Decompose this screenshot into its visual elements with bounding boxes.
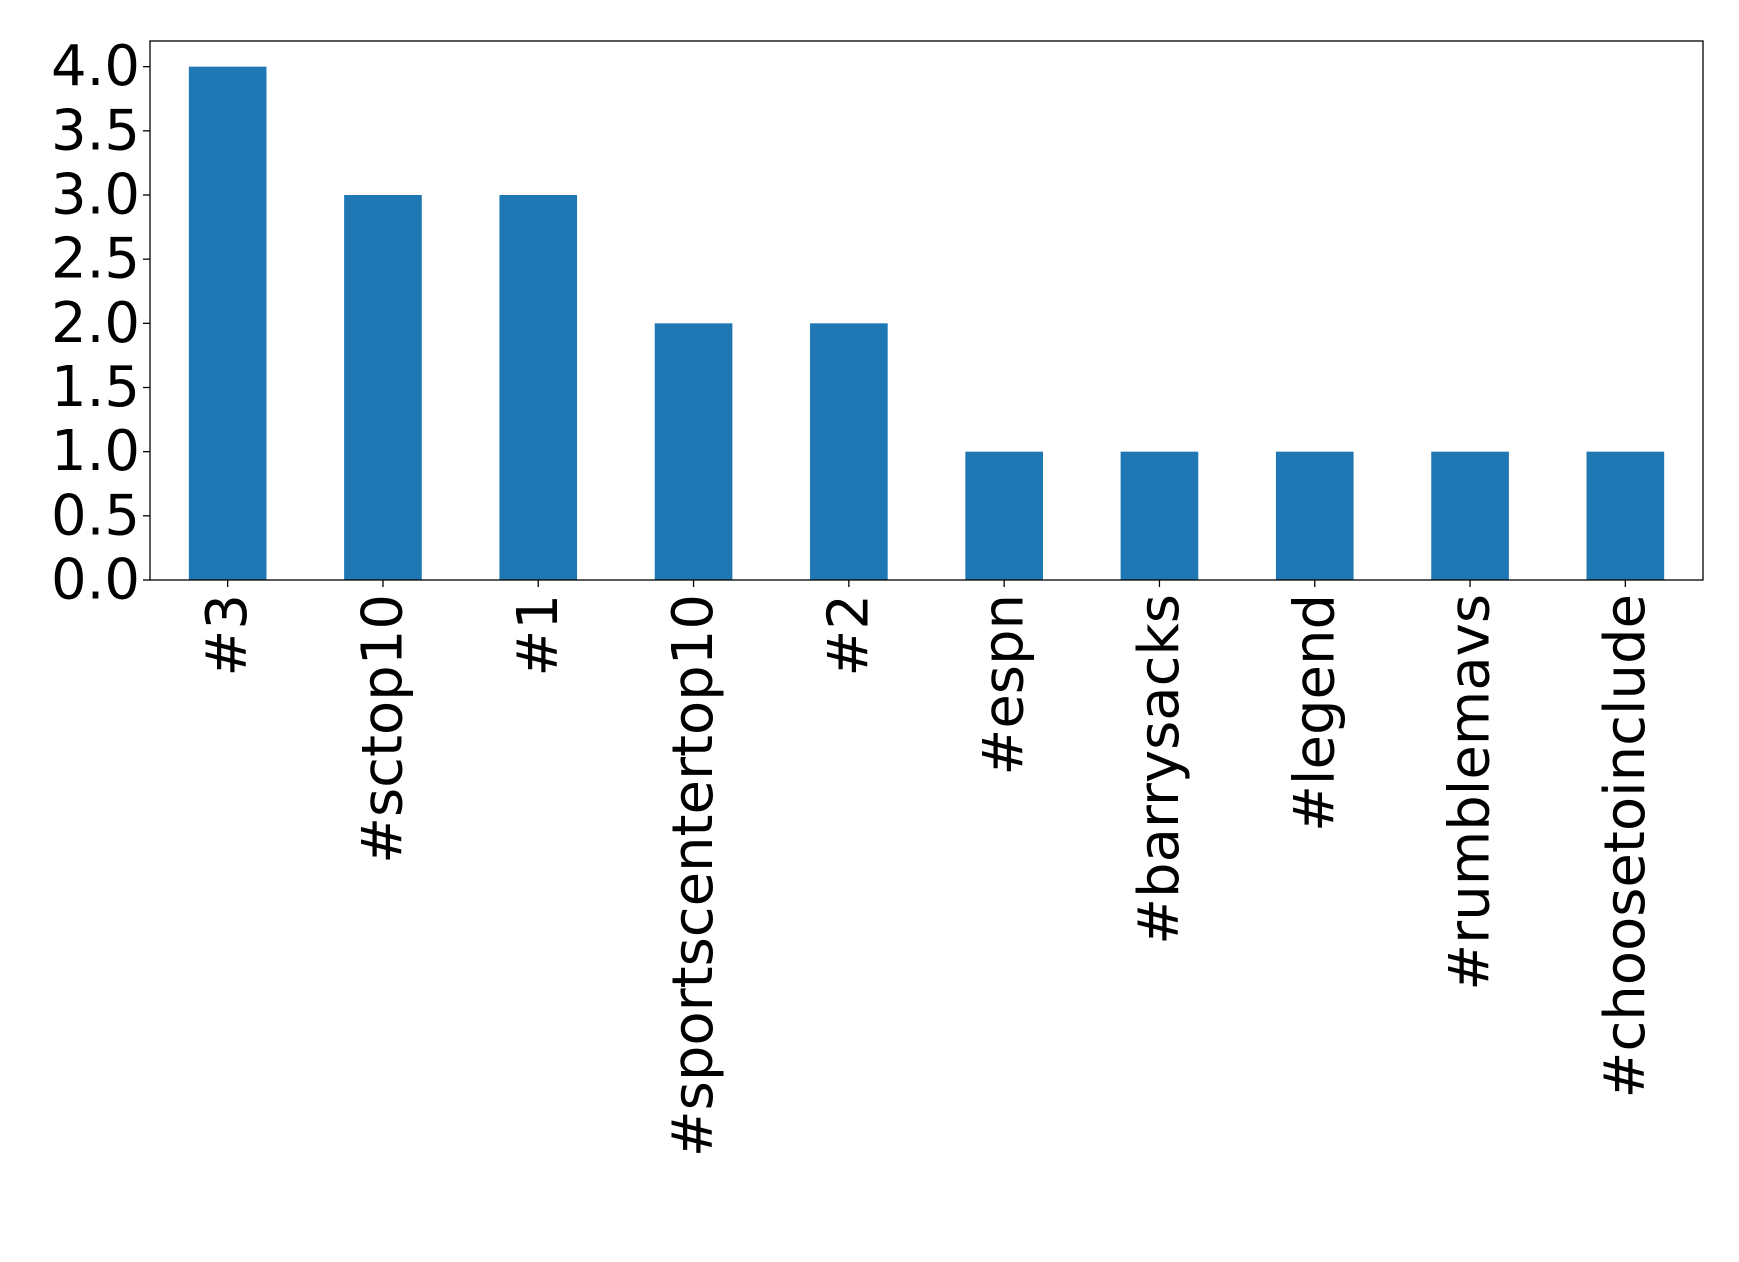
x-tick-label: #legend	[1282, 594, 1347, 832]
y-tick-label: 0.5	[51, 483, 140, 548]
x-tick-label: #2	[816, 594, 881, 677]
bar	[810, 323, 888, 580]
bar	[344, 195, 422, 580]
y-tick-label: 3.5	[51, 98, 140, 163]
x-axis: #3 #sctop10 #1 #sportscentertop10 #2 #espn #ba…	[195, 580, 1658, 1157]
x-tick-label: #sportscentertop10	[661, 594, 726, 1157]
bar	[1120, 451, 1199, 580]
x-tick-label: #rumblemavs	[1438, 594, 1503, 991]
bar	[1275, 451, 1354, 580]
bars-group	[188, 66, 1665, 580]
x-tick-label: #1	[506, 594, 571, 677]
bar	[654, 323, 733, 580]
plot-frame	[149, 40, 1704, 581]
bar	[499, 195, 578, 580]
bar	[1431, 451, 1509, 580]
y-tick-label: 4.0	[51, 34, 140, 99]
x-tick-label: #espn	[972, 594, 1037, 776]
y-tick-label: 1.5	[51, 355, 140, 420]
x-tick-label: #3	[195, 594, 260, 677]
x-tick-label: #barrysacks	[1127, 594, 1192, 945]
y-tick-label: 3.0	[51, 163, 140, 228]
y-tick-label: 1.0	[51, 419, 140, 484]
bar	[188, 66, 267, 580]
y-tick-label: 2.0	[51, 291, 140, 356]
y-axis: 0.00.51.01.52.02.53.03.54.0	[51, 34, 150, 613]
y-tick-label: 0.0	[51, 548, 140, 613]
y-tick-label: 2.5	[51, 227, 140, 292]
bar	[1586, 451, 1665, 580]
bar	[965, 451, 1043, 580]
x-tick-label: #sctop10	[350, 594, 415, 864]
x-tick-label: #choosetoinclude	[1593, 594, 1658, 1098]
